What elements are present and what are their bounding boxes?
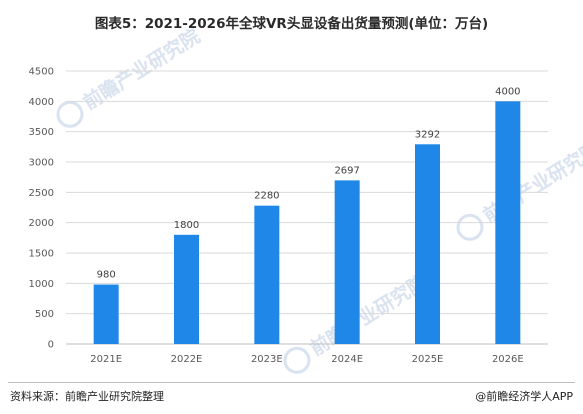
y-axis-ticks: 0 500 1000 1500 2000 2500 3000 3500 4000 4500 [29, 67, 54, 351]
svg-text:前瞻产业研究院: 前瞻产业研究院 [479, 137, 583, 227]
data-label: 980 [97, 270, 116, 281]
y-tick-label: 500 [35, 309, 54, 320]
bar-2024E [334, 180, 360, 344]
data-label: 3292 [415, 129, 440, 140]
bars [93, 101, 521, 344]
bar-2023E [254, 205, 280, 344]
watermark-0: 前瞻产业研究院 [56, 24, 204, 128]
x-tick-label: 2025E [412, 354, 444, 365]
svg-text:前瞻产业研究院: 前瞻产业研究院 [79, 24, 204, 114]
chart-title: 图表5：2021-2026年全球VR头显设备出货量预测(单位：万台) [94, 16, 489, 32]
brand-credit: @前瞻经济学人APP [475, 390, 573, 403]
gridlines [66, 70, 548, 345]
y-tick-label: 3000 [29, 158, 54, 169]
x-tick-label: 2022E [171, 354, 203, 365]
bar-2025E [415, 144, 440, 344]
data-label: 2280 [254, 191, 279, 202]
y-tick-label: 3500 [29, 127, 54, 138]
footer-divider [8, 382, 575, 383]
x-tick-label: 2024E [331, 354, 363, 365]
y-tick-label: 1500 [29, 249, 54, 260]
y-tick-label: 1000 [29, 279, 54, 290]
y-tick-label: 0 [48, 340, 54, 351]
data-label: 1800 [174, 220, 199, 231]
data-label: 4000 [495, 86, 520, 97]
x-axis-ticks: 2021E 2022E 2023E 2024E 2025E 2026E [90, 354, 523, 365]
y-tick-label: 4500 [29, 67, 54, 78]
y-tick-label: 4000 [29, 97, 54, 108]
data-label: 2697 [334, 165, 359, 176]
bar-2022E [174, 234, 199, 344]
y-tick-label: 2000 [29, 218, 54, 229]
x-tick-label: 2026E [492, 354, 524, 365]
x-tick-label: 2021E [90, 354, 122, 365]
bar-2026E [495, 101, 521, 344]
bar-2021E [93, 284, 119, 344]
source-note: 资料来源：前瞻产业研究院整理 [10, 390, 164, 403]
data-labels: 980 1800 2280 2697 3292 4000 [97, 86, 521, 280]
y-tick-label: 2500 [29, 188, 54, 199]
x-tick-label: 2023E [251, 354, 283, 365]
